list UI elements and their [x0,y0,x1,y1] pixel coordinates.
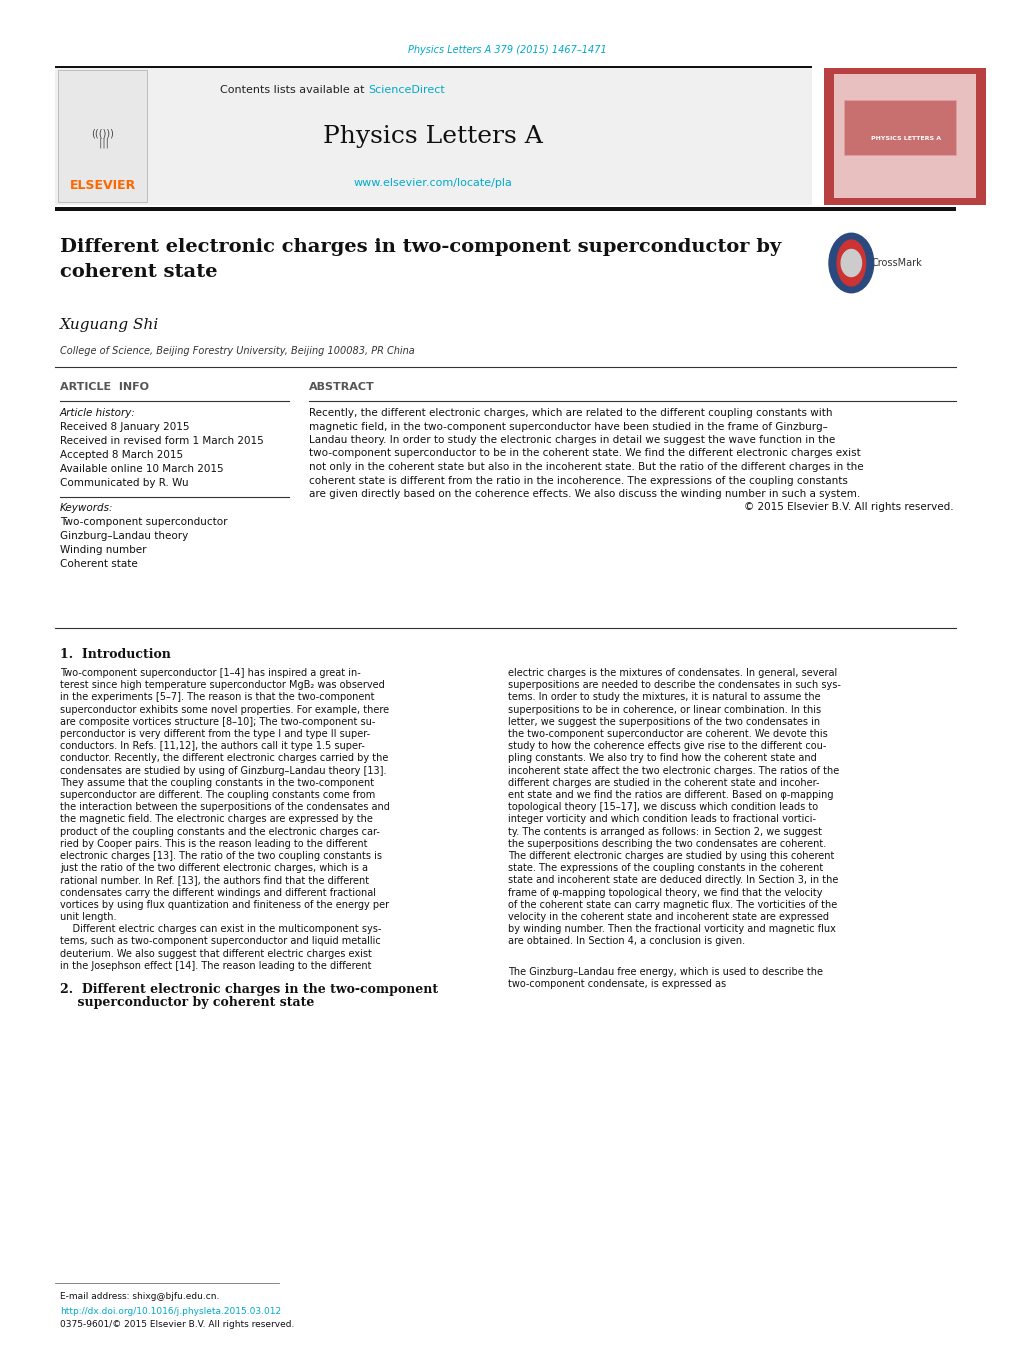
Bar [55,66,811,72]
Text: Coherent state: Coherent state [60,559,138,569]
Text: http://dx.doi.org/10.1016/j.physleta.2015.03.012: http://dx.doi.org/10.1016/j.physleta.201… [60,1306,280,1316]
Text: topological theory [15–17], we discuss which condition leads to: topological theory [15–17], we discuss w… [507,802,817,812]
Bar [844,100,955,155]
Text: ty. The contents is arranged as follows: in Section 2, we suggest: ty. The contents is arranged as follows:… [507,827,821,836]
Text: www.elsevier.com/locate/pla: www.elsevier.com/locate/pla [354,178,513,188]
Text: magnetic field, in the two-component superconductor have been studied in the fra: magnetic field, in the two-component sup… [309,422,826,431]
Ellipse shape [837,240,865,286]
Text: product of the coupling constants and the electronic charges car-: product of the coupling constants and th… [60,827,379,836]
Text: incoherent state affect the two electronic charges. The ratios of the: incoherent state affect the two electron… [507,766,839,775]
Text: of the coherent state can carry magnetic flux. The vorticities of the: of the coherent state can carry magnetic… [507,900,837,909]
Text: Xuguang Shi: Xuguang Shi [60,317,159,332]
Text: two-component superconductor to be in the coherent state. We find the different : two-component superconductor to be in th… [309,449,860,458]
Text: state and incoherent state are deduced directly. In Section 3, in the: state and incoherent state are deduced d… [507,875,838,885]
Text: Recently, the different electronic charges, which are related to the different c: Recently, the different electronic charg… [309,408,832,417]
Text: They assume that the coupling constants in the two-component: They assume that the coupling constants … [60,778,374,788]
Text: ent state and we find the ratios are different. Based on φ-mapping: ent state and we find the ratios are dif… [507,790,833,800]
Text: ((()))
 |||: ((())) ||| [91,128,114,147]
Text: College of Science, Beijing Forestry University, Beijing 100083, PR China: College of Science, Beijing Forestry Uni… [60,346,414,357]
Text: ScienceDirect: ScienceDirect [368,85,444,95]
Text: ried by Cooper pairs. This is the reason leading to the different: ried by Cooper pairs. This is the reason… [60,839,367,848]
Text: are obtained. In Section 4, a conclusion is given.: are obtained. In Section 4, a conclusion… [507,936,744,947]
Text: Physics Letters A: Physics Letters A [323,126,542,149]
Text: pling constants. We also try to find how the coherent state and: pling constants. We also try to find how… [507,754,816,763]
Text: Winding number: Winding number [60,544,146,555]
Text: frame of φ-mapping topological theory, we find that the velocity: frame of φ-mapping topological theory, w… [507,888,821,897]
Text: superconductor exhibits some novel properties. For example, there: superconductor exhibits some novel prope… [60,705,388,715]
Text: rational number. In Ref. [13], the authors find that the different: rational number. In Ref. [13], the autho… [60,875,369,885]
Text: Article history:: Article history: [60,408,136,417]
Text: are composite vortices structure [8–10]; The two-component su-: are composite vortices structure [8–10];… [60,717,375,727]
Text: condensates carry the different windings and different fractional: condensates carry the different windings… [60,888,375,897]
Text: letter, we suggest the superpositions of the two condensates in: letter, we suggest the superpositions of… [507,717,819,727]
Circle shape [828,234,873,293]
Text: superconductor are different. The coupling constants come from: superconductor are different. The coupli… [60,790,375,800]
Text: tems. In order to study the mixtures, it is natural to assume the: tems. In order to study the mixtures, it… [507,693,819,703]
Text: the magnetic field. The electronic charges are expressed by the: the magnetic field. The electronic charg… [60,815,372,824]
Text: Ginzburg–Landau theory: Ginzburg–Landau theory [60,531,187,540]
Text: Communicated by R. Wu: Communicated by R. Wu [60,478,189,488]
Text: tems, such as two-component superconductor and liquid metallic: tems, such as two-component superconduct… [60,936,380,947]
Text: Two-component superconductor [1–4] has inspired a great in-: Two-component superconductor [1–4] has i… [60,667,360,678]
Text: superpositions to be in coherence, or linear combination. In this: superpositions to be in coherence, or li… [507,705,820,715]
Text: PHYSICS LETTERS A: PHYSICS LETTERS A [870,135,941,141]
Text: state. The expressions of the coupling constants in the coherent: state. The expressions of the coupling c… [507,863,822,873]
Circle shape [841,250,861,277]
Text: The Ginzburg–Landau free energy, which is used to describe the: The Ginzburg–Landau free energy, which i… [507,966,822,977]
Text: ELSEVIER: ELSEVIER [69,178,136,192]
Bar [55,68,811,205]
Text: unit length.: unit length. [60,912,116,921]
Text: the interaction between the superpositions of the condensates and: the interaction between the superpositio… [60,802,389,812]
Text: deuterium. We also suggest that different electric charges exist: deuterium. We also suggest that differen… [60,948,371,959]
Text: in the Josephson effect [14]. The reason leading to the different: in the Josephson effect [14]. The reason… [60,961,371,971]
Text: CrossMark: CrossMark [870,258,921,267]
Text: Contents lists available at: Contents lists available at [220,85,368,95]
Text: not only in the coherent state but also in the incoherent state. But the ratio o: not only in the coherent state but also … [309,462,862,471]
Text: integer vorticity and which condition leads to fractional vortici-: integer vorticity and which condition le… [507,815,815,824]
Bar [55,207,955,211]
Text: conductor. Recently, the different electronic charges carried by the: conductor. Recently, the different elect… [60,754,388,763]
Text: ARTICLE  INFO: ARTICLE INFO [60,382,149,392]
Text: electronic charges [13]. The ratio of the two coupling constants is: electronic charges [13]. The ratio of th… [60,851,381,861]
Text: the superpositions describing the two condensates are coherent.: the superpositions describing the two co… [507,839,825,848]
Text: different charges are studied in the coherent state and incoher-: different charges are studied in the coh… [507,778,818,788]
Text: Physics Letters A 379 (2015) 1467–1471: Physics Letters A 379 (2015) 1467–1471 [408,45,606,55]
Text: perconductor is very different from the type I and type II super-: perconductor is very different from the … [60,730,370,739]
Text: velocity in the coherent state and incoherent state are expressed: velocity in the coherent state and incoh… [507,912,828,921]
Text: superconductor by coherent state: superconductor by coherent state [60,996,314,1009]
Bar [834,74,975,199]
Text: are given directly based on the coherence effects. We also discuss the winding n: are given directly based on the coherenc… [309,489,859,499]
Text: two-component condensate, is expressed as: two-component condensate, is expressed a… [507,978,726,989]
Text: just the ratio of the two different electronic charges, which is a: just the ratio of the two different elec… [60,863,368,873]
Text: condensates are studied by using of Ginzburg–Landau theory [13].: condensates are studied by using of Ginz… [60,766,386,775]
Text: Received 8 January 2015: Received 8 January 2015 [60,422,190,432]
Text: Landau theory. In order to study the electronic charges in detail we suggest the: Landau theory. In order to study the ele… [309,435,835,444]
Text: the two-component superconductor are coherent. We devote this: the two-component superconductor are coh… [507,730,826,739]
Text: in the experiments [5–7]. The reason is that the two-component: in the experiments [5–7]. The reason is … [60,693,374,703]
Text: Keywords:: Keywords: [60,503,113,513]
Text: electric charges is the mixtures of condensates. In general, several: electric charges is the mixtures of cond… [507,667,837,678]
Text: by winding number. Then the fractional vorticity and magnetic flux: by winding number. Then the fractional v… [507,924,835,934]
Text: Different electric charges can exist in the multicomponent sys-: Different electric charges can exist in … [60,924,381,934]
Bar [823,68,984,205]
Text: © 2015 Elsevier B.V. All rights reserved.: © 2015 Elsevier B.V. All rights reserved… [744,503,953,512]
Text: Two-component superconductor: Two-component superconductor [60,517,227,527]
Text: Received in revised form 1 March 2015: Received in revised form 1 March 2015 [60,436,263,446]
Text: 0375-9601/© 2015 Elsevier B.V. All rights reserved.: 0375-9601/© 2015 Elsevier B.V. All right… [60,1320,293,1329]
Text: The different electronic charges are studied by using this coherent: The different electronic charges are stu… [507,851,834,861]
Text: 2.  Different electronic charges in the two-component: 2. Different electronic charges in the t… [60,984,437,996]
Text: Different electronic charges in two-component superconductor by
coherent state: Different electronic charges in two-comp… [60,238,781,281]
Text: terest since high temperature superconductor MgB₂ was observed: terest since high temperature supercondu… [60,680,384,690]
Text: study to how the coherence effects give rise to the different cou-: study to how the coherence effects give … [507,742,825,751]
Text: superpositions are needed to describe the condensates in such sys-: superpositions are needed to describe th… [507,680,840,690]
Bar [58,70,147,203]
Text: vortices by using flux quantization and finiteness of the energy per: vortices by using flux quantization and … [60,900,388,909]
Text: coherent state is different from the ratio in the incoherence. The expressions o: coherent state is different from the rat… [309,476,847,485]
Text: Available online 10 March 2015: Available online 10 March 2015 [60,463,223,474]
Text: E-mail address: shixg@bjfu.edu.cn.: E-mail address: shixg@bjfu.edu.cn. [60,1292,219,1301]
Text: ABSTRACT: ABSTRACT [309,382,374,392]
Text: 1.  Introduction: 1. Introduction [60,648,170,661]
Text: Accepted 8 March 2015: Accepted 8 March 2015 [60,450,182,459]
Text: conductors. In Refs. [11,12], the authors call it type 1.5 super-: conductors. In Refs. [11,12], the author… [60,742,364,751]
